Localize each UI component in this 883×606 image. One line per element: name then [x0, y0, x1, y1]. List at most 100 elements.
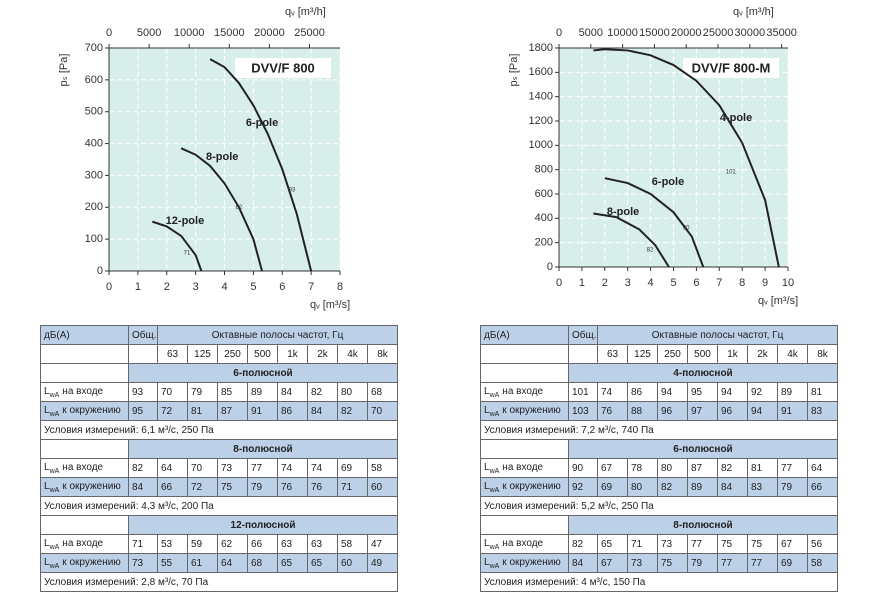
- x2-axis-label: qᵥ [m³/h]: [285, 6, 326, 18]
- table-cell: 85: [217, 382, 248, 402]
- table-cell: Условия измерений: 2,8 м³/с, 70 Па: [39, 572, 399, 592]
- table-cell: 64: [806, 458, 839, 478]
- table-cell: Условия измерений: 7,2 м³/с, 740 Па: [479, 420, 839, 440]
- table-cell: 89: [777, 382, 808, 402]
- table-cell: 67: [597, 458, 628, 478]
- y-tick-label: 400: [535, 212, 553, 224]
- table-cell: 4k: [777, 344, 808, 364]
- table-cell: 2k: [747, 344, 778, 364]
- table-cell: 1k: [277, 344, 308, 364]
- x-tick-label: 6: [693, 277, 699, 289]
- table-cell: [40, 439, 129, 459]
- table-cell: 250: [657, 344, 688, 364]
- x-tick-label: 9: [762, 277, 768, 289]
- x2-tick-label: 20000: [254, 27, 285, 39]
- table-cell: Октавные полосы частот, Гц: [156, 325, 399, 345]
- table-row: LwA к окружению 73 55 61 64 68 65 65 60 49: [40, 553, 399, 573]
- x-tick-label: 8: [337, 281, 343, 293]
- table-cell: 82: [717, 458, 748, 478]
- table-cell: 56: [806, 534, 839, 554]
- table-cell: 8k: [806, 344, 839, 364]
- table-cell: 49: [366, 553, 399, 573]
- table-cell: LwA на входе: [480, 458, 569, 478]
- title-box: [683, 58, 779, 78]
- table-cell: 103: [568, 401, 598, 421]
- x-axis-label: qᵥ [m³/s]: [758, 295, 798, 307]
- table-cell: 76: [307, 477, 338, 497]
- x2-tick-label: 25000: [294, 27, 325, 39]
- table-cell: 82: [307, 382, 338, 402]
- x-tick-label: 3: [625, 277, 631, 289]
- y-tick-label: 700: [85, 42, 103, 54]
- annotation: 101: [726, 170, 737, 176]
- x2-tick-label: 0: [556, 27, 562, 39]
- table-cell: 87: [217, 401, 248, 421]
- table-cell: 12-полюсной: [127, 515, 399, 535]
- table-cell: 69: [777, 553, 808, 573]
- table-row: 4-полюсной: [480, 363, 839, 383]
- label-part: на входе: [502, 537, 544, 549]
- table-cell: 84: [128, 477, 158, 497]
- y-tick-label: 400: [85, 137, 103, 149]
- annotation: 82: [236, 205, 243, 211]
- table-cell: LwA к окружению: [480, 401, 569, 421]
- table-cell: 101: [568, 382, 598, 402]
- table-cell: 64: [157, 458, 188, 478]
- table-cell: 72: [157, 401, 188, 421]
- table-cell: [568, 344, 598, 364]
- label-part: L: [484, 385, 490, 397]
- table-cell: 94: [657, 382, 688, 402]
- y-tick-label: 0: [547, 261, 553, 273]
- label-part: wA: [49, 467, 60, 475]
- table-row: 63 125 250 500 1k 2k 4k 8k: [40, 344, 399, 364]
- table-cell: 75: [657, 553, 688, 573]
- table-cell: 66: [247, 534, 278, 554]
- table-cell: 79: [687, 553, 718, 573]
- table-cell: 500: [247, 344, 278, 364]
- table-cell: 63: [277, 534, 308, 554]
- table-cell: 83: [806, 401, 839, 421]
- x-tick-label: 1: [135, 281, 141, 293]
- table-cell: 80: [657, 458, 688, 478]
- table-cell: Условия измерений: 5,2 м³/с, 250 Па: [479, 496, 839, 516]
- table-cell: LwA на входе: [40, 382, 129, 402]
- table-cell: 4-полюсной: [567, 363, 839, 383]
- x-tick-label: 8: [739, 277, 745, 289]
- table-cell: 94: [747, 401, 778, 421]
- x-tick-label: 7: [308, 281, 314, 293]
- x-tick-label: 10: [782, 277, 794, 289]
- x-tick-label: 2: [164, 281, 170, 293]
- x-tick-label: 2: [602, 277, 608, 289]
- table-cell: [480, 515, 569, 535]
- table-cell: 66: [806, 477, 839, 497]
- table-cell: LwA на входе: [480, 534, 569, 554]
- x-tick-label: 4: [221, 281, 227, 293]
- table-cell: [40, 344, 129, 364]
- table-cell: 91: [777, 401, 808, 421]
- table-row: Условия измерений: 7,2 м³/с, 740 Па: [479, 420, 839, 440]
- table-cell: 65: [307, 553, 338, 573]
- label-part: L: [44, 480, 50, 492]
- table-cell: LwA к окружению: [40, 401, 129, 421]
- table-cell: 73: [657, 534, 688, 554]
- table-cell: 71: [128, 534, 158, 554]
- table-cell: 70: [366, 401, 399, 421]
- label-part: L: [44, 404, 50, 416]
- y-tick-label: 1200: [529, 115, 553, 127]
- table-cell: [480, 363, 569, 383]
- curve: [593, 48, 780, 268]
- table-row: дБ(А) Общ. Октавные полосы частот, Гц: [40, 325, 399, 345]
- table-cell: 62: [217, 534, 248, 554]
- label-part: wA: [49, 410, 60, 418]
- table-cell: 64: [217, 553, 248, 573]
- chart-title: DVV/F 800-M: [692, 60, 771, 75]
- noise-table: дБ(А) Общ. Октавные полосы частот, Гц 63 125…: [39, 325, 399, 592]
- table-cell: 79: [187, 382, 218, 402]
- table-cell: 80: [627, 477, 658, 497]
- table-cell: 65: [277, 553, 308, 573]
- curve: [604, 177, 705, 268]
- table-cell: 84: [568, 553, 598, 573]
- table-cell: LwA на входе: [480, 382, 569, 402]
- label-part: L: [44, 556, 50, 568]
- label-part: L: [44, 461, 50, 473]
